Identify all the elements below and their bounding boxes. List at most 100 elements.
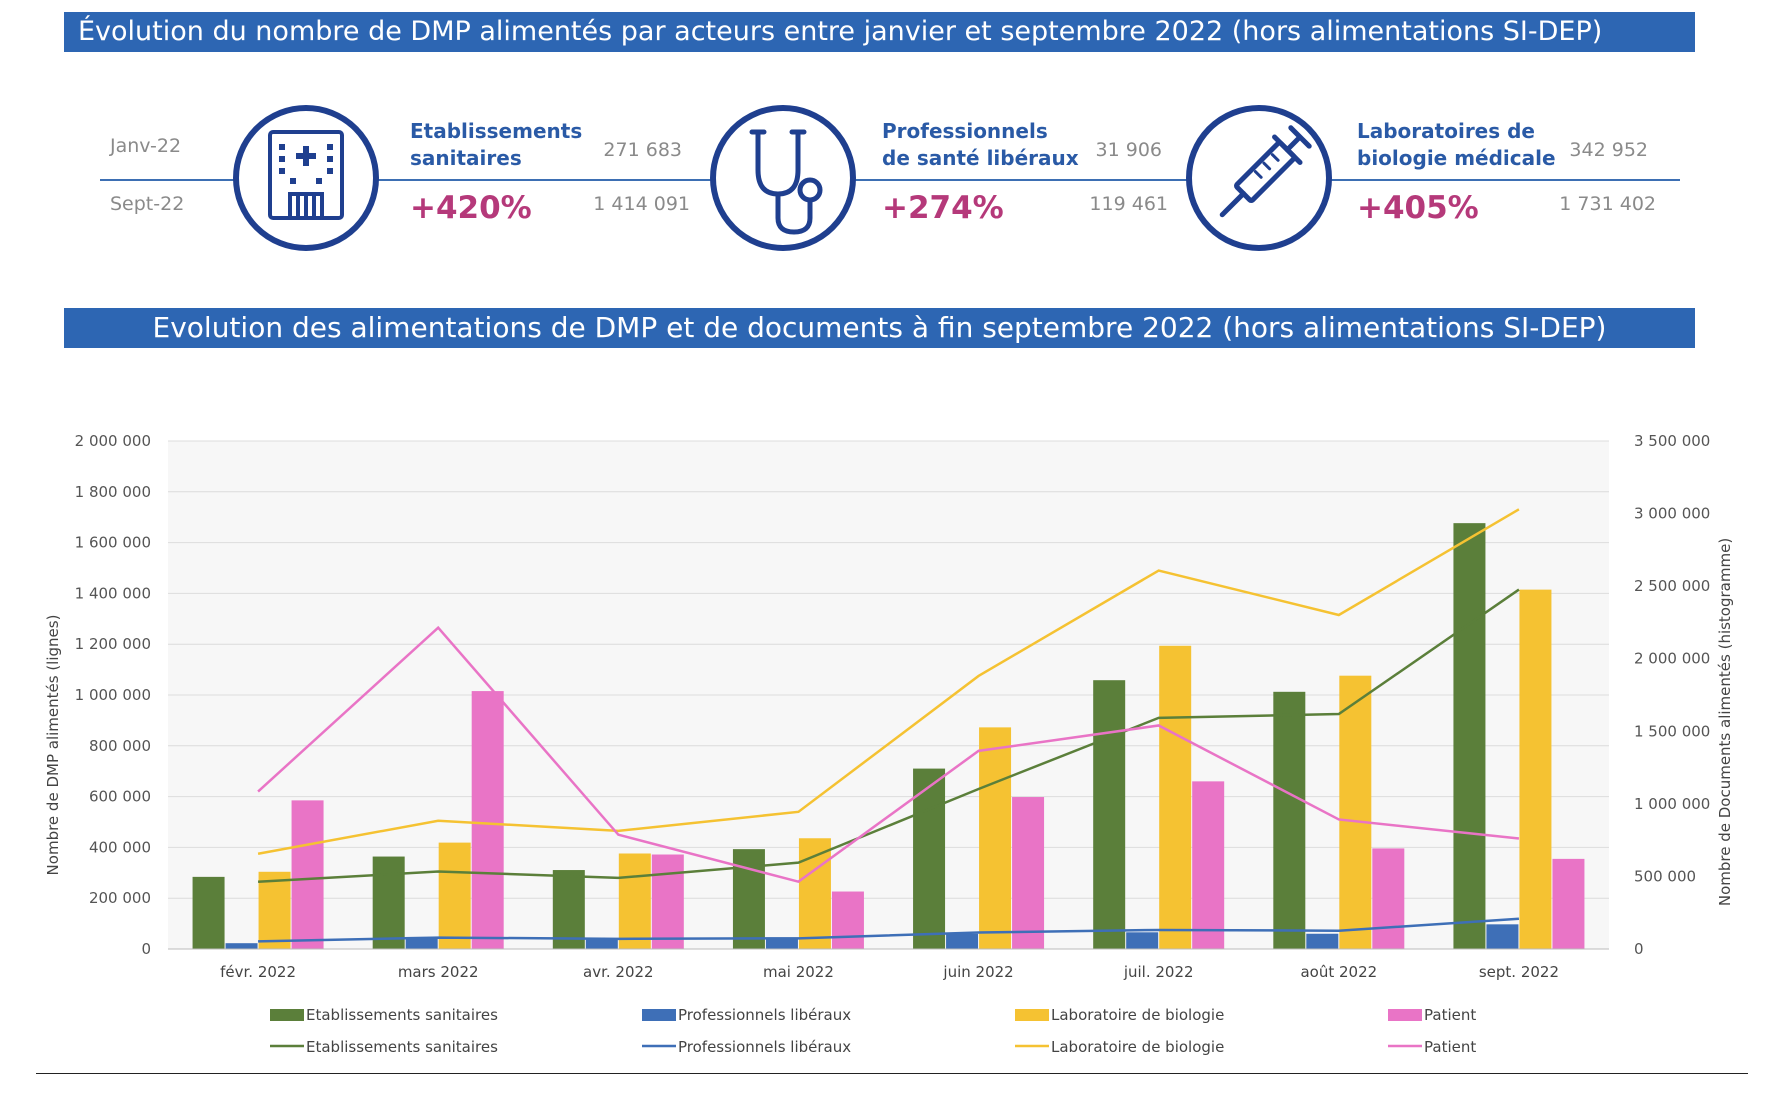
kpi-change: +405% <box>1357 190 1479 226</box>
bar-laboratoire-de-biologie <box>798 838 831 949</box>
bar-etablissements-sanitaires <box>1093 680 1126 949</box>
bar-laboratoire-de-biologie <box>1159 645 1192 949</box>
bar-professionnels-lib-raux <box>225 943 258 949</box>
bar-professionnels-lib-raux <box>946 933 979 949</box>
legend-bar-label: Patient <box>1424 1006 1476 1024</box>
kpi-name-line2: sanitaires <box>410 146 522 170</box>
kpi-name-line1: Laboratoires de <box>1357 119 1535 143</box>
bar-patient <box>291 800 324 949</box>
y-tick-label: 400 000 <box>89 838 151 856</box>
y2-tick-label: 1 000 000 <box>1634 795 1710 813</box>
y2-tick-label: 3 000 000 <box>1634 505 1710 523</box>
y-tick-label: 0 <box>141 940 151 958</box>
legend: Etablissements sanitaires Professionnels … <box>270 1006 1476 1056</box>
bar-patient <box>831 891 864 949</box>
line-patient <box>257 625 1520 884</box>
x-tick-label: avr. 2022 <box>583 963 654 981</box>
x-tick-label: août 2022 <box>1300 963 1377 981</box>
legend-line-label: Patient <box>1424 1038 1476 1056</box>
bottom-divider <box>36 1073 1748 1074</box>
bar-etablissements-sanitaires <box>372 856 405 949</box>
kpi-establishments: Etablissements sanitaires +420% 271 683 … <box>233 105 690 251</box>
y2-tick-label: 2 500 000 <box>1634 577 1710 595</box>
y-tick-label: 600 000 <box>89 788 151 806</box>
x-tick-label: févr. 2022 <box>220 963 296 981</box>
bar-etablissements-sanitaires <box>192 876 225 949</box>
x-tick-label: juil. 2022 <box>1123 963 1194 981</box>
bar-patient <box>1012 797 1045 949</box>
legend-bar-swatch <box>1015 1009 1049 1021</box>
bar-professionnels-lib-raux <box>405 936 438 949</box>
bar-patient <box>1192 781 1225 949</box>
y-axis-label: Nombre de DMP alimentés (lignes) <box>44 615 62 876</box>
y-tick-label: 1 200 000 <box>75 635 151 653</box>
y-tick-label: 2 000 000 <box>75 432 151 450</box>
syringe-icon <box>1219 125 1312 218</box>
hospital-icon <box>268 130 344 220</box>
kpi-jan-value: 271 683 <box>603 139 682 161</box>
bar-professionnels-lib-raux <box>1486 924 1519 949</box>
kpi-change: +420% <box>410 190 532 226</box>
bar-patient <box>651 854 684 949</box>
y2-tick-label: 3 500 000 <box>1634 432 1710 450</box>
bar-professionnels-lib-raux <box>585 939 618 949</box>
kpi-professionals: Professionnels de santé libéraux +274% 3… <box>710 105 1168 251</box>
kpi-sep-value: 1 414 091 <box>593 193 690 215</box>
kpi-sep-value: 119 461 <box>1089 193 1168 215</box>
y2-tick-label: 1 500 000 <box>1634 722 1710 740</box>
bar-etablissements-sanitaires <box>913 768 946 949</box>
legend-bar-swatch <box>270 1009 304 1021</box>
legend-line-label: Professionnels libéraux <box>678 1038 851 1056</box>
x-tick-label: juin 2022 <box>942 963 1013 981</box>
kpi-name-line2: de santé libéraux <box>882 146 1079 170</box>
bar-laboratoire-de-biologie <box>438 842 471 949</box>
bar-etablissements-sanitaires <box>552 870 585 949</box>
legend-line-label: Laboratoire de biologie <box>1051 1038 1224 1056</box>
bar-professionnels-lib-raux <box>1126 932 1159 949</box>
kpi-sep-value: 1 731 402 <box>1559 193 1656 215</box>
y-tick-label: 800 000 <box>89 737 151 755</box>
bar-laboratoire-de-biologie <box>1339 675 1372 949</box>
grid-lines <box>168 440 1609 950</box>
kpi-jan-value: 342 952 <box>1569 139 1648 161</box>
legend-bar-swatch <box>642 1009 676 1021</box>
bar-patient <box>1552 858 1585 949</box>
bars <box>192 523 1585 949</box>
legend-bar-label: Professionnels libéraux <box>678 1006 851 1024</box>
kpi-jan-value: 31 906 <box>1096 139 1162 161</box>
kpi-row-label-jan: Janv-22 <box>109 135 181 157</box>
legend-line-label: Etablissements sanitaires <box>306 1038 498 1056</box>
bar-patient <box>471 691 504 949</box>
bar-laboratoire-de-biologie <box>979 727 1012 949</box>
kpi-row-label-sep: Sept-22 <box>110 193 184 215</box>
bar-patient <box>1372 848 1405 949</box>
lines <box>257 508 1520 943</box>
kpi-name-line1: Professionnels <box>882 119 1048 143</box>
legend-bar-label: Etablissements sanitaires <box>306 1006 498 1024</box>
y-tick-label: 1 000 000 <box>75 686 151 704</box>
bar-professionnels-lib-raux <box>1306 933 1339 949</box>
bar-etablissements-sanitaires <box>732 849 765 949</box>
y2-tick-label: 2 000 000 <box>1634 650 1710 668</box>
kpi-laboratories: Laboratoires de biologie médicale +405% … <box>1186 105 1656 251</box>
y2-tick-label: 500 000 <box>1634 867 1696 885</box>
legend-bar-swatch <box>1388 1009 1422 1021</box>
bar-professionnels-lib-raux <box>765 937 798 949</box>
line-etablissements-sanitaires <box>257 588 1520 883</box>
line-professionnels-lib-raux <box>258 917 1520 943</box>
y-tick-label: 1 800 000 <box>75 483 151 501</box>
y2-axis-label: Nombre de Documents alimentés (histogram… <box>1716 538 1734 906</box>
page-title: Évolution du nombre de DMP alimentés par… <box>64 12 1695 52</box>
y-tick-label: 1 400 000 <box>75 584 151 602</box>
stethoscope-icon <box>749 129 823 235</box>
bar-etablissements-sanitaires <box>1453 523 1486 949</box>
x-tick-label: mai 2022 <box>763 963 834 981</box>
x-tick-label: sept. 2022 <box>1479 963 1559 981</box>
legend-bar-label: Laboratoire de biologie <box>1051 1006 1224 1024</box>
bar-laboratoire-de-biologie <box>1519 589 1552 949</box>
kpi-name-line2: biologie médicale <box>1357 146 1556 170</box>
x-tick-label: mars 2022 <box>398 963 479 981</box>
kpi-name-line1: Etablissements <box>410 119 582 143</box>
plot-area <box>168 441 1609 949</box>
y-tick-label: 1 600 000 <box>75 534 151 552</box>
